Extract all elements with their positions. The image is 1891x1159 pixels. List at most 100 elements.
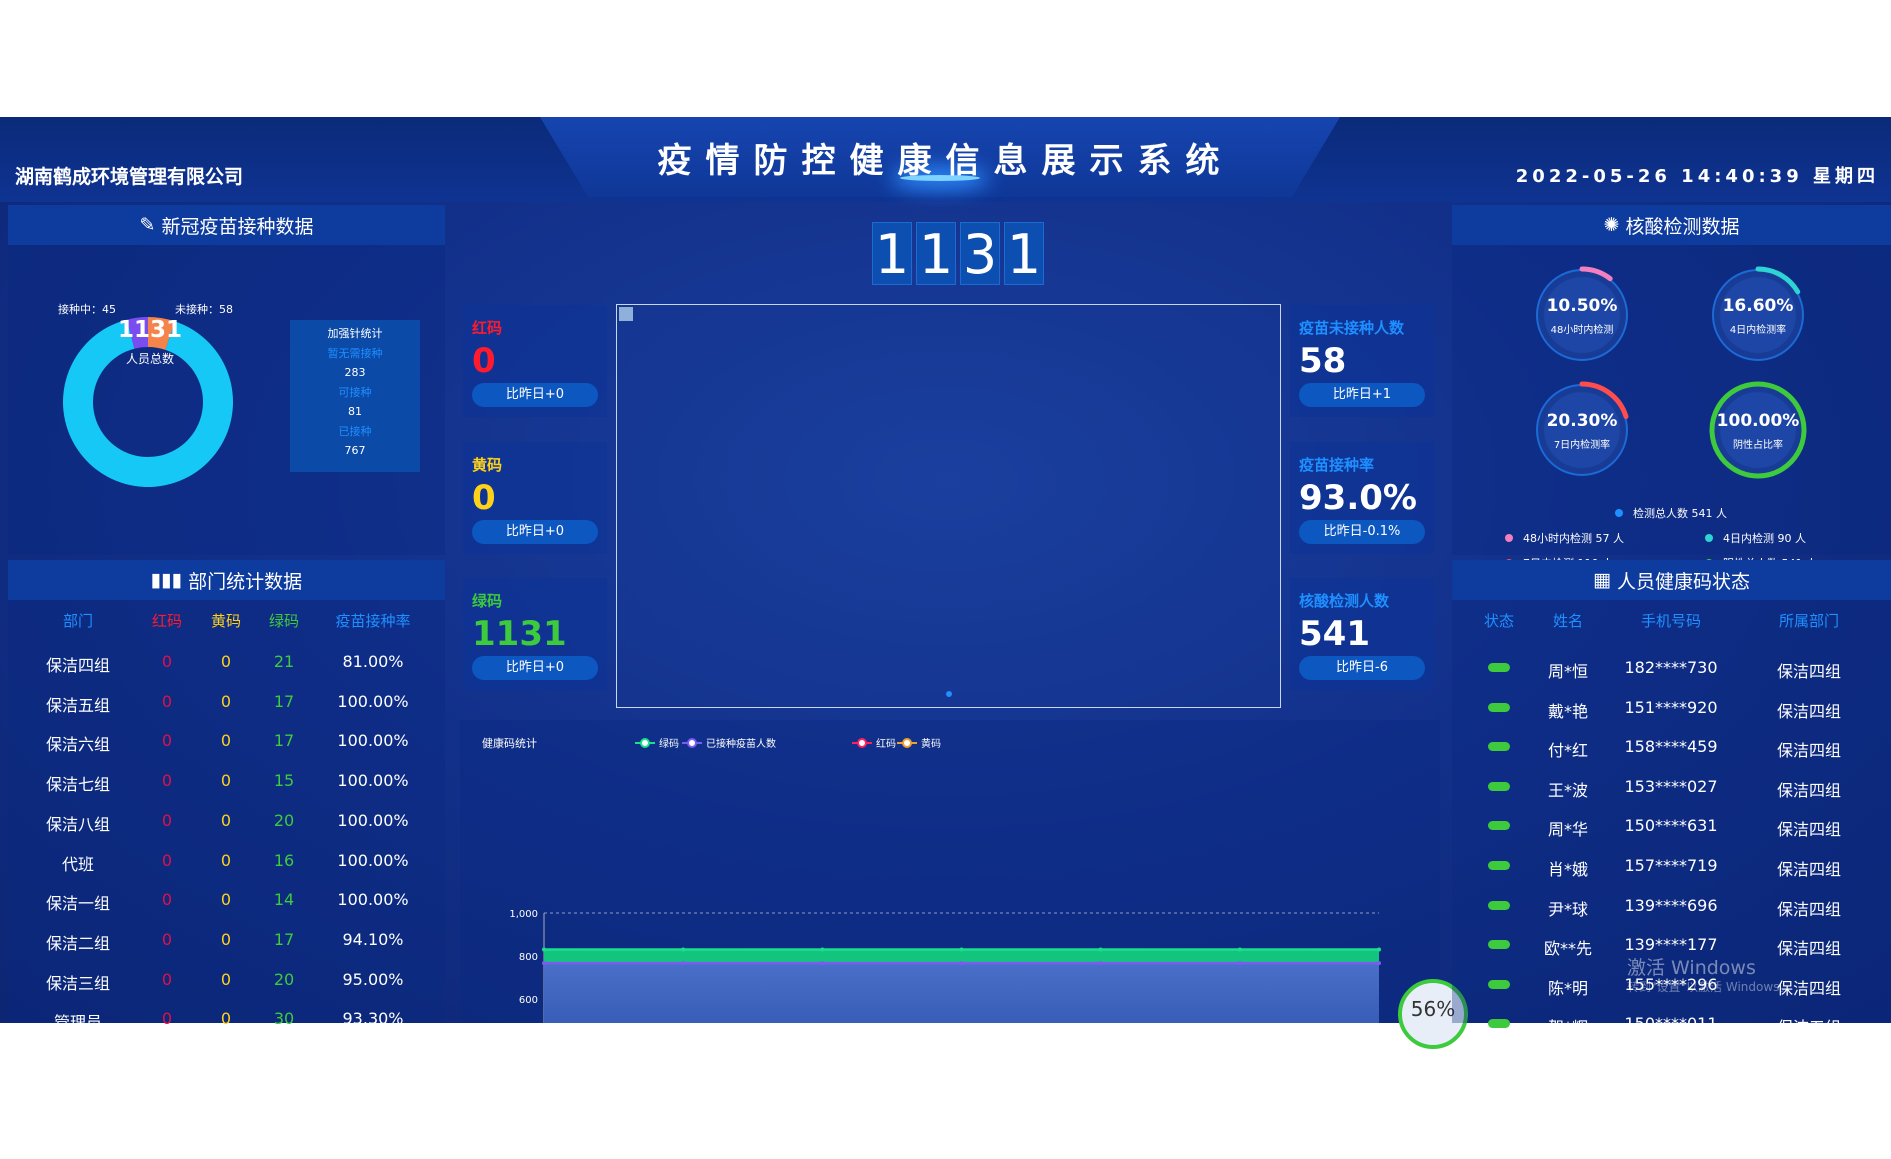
- donut-slice[interactable]: [126, 317, 148, 349]
- booster-label: 已接种: [338, 424, 372, 438]
- gauge-arc: [1579, 266, 1613, 282]
- table-row: 王*波 153****027 保洁四组: [1452, 777, 1891, 817]
- data-point[interactable]: [542, 961, 546, 966]
- dashboard: 疫情防控健康信息展示系统 湖南鹤成环境管理有限公司 2022-05-26 14:…: [0, 117, 1891, 1143]
- panel-header: ▦ 人员健康码状态: [1452, 560, 1891, 600]
- windows-watermark: 激活 Windows: [1627, 957, 1756, 979]
- table-row: 管理员 0 0 30 93.30%: [8, 1009, 445, 1049]
- green-status-pill: [1488, 821, 1510, 831]
- nucleic-panel: ✺ 核酸检测数据 10.50% 48小时内检测 16.60% 4日内检测率 20.30% 7…: [1452, 205, 1891, 570]
- table-cell: 158****459: [1624, 737, 1718, 757]
- legend-marker[interactable]: [857, 738, 867, 748]
- legend-marker[interactable]: [687, 738, 697, 748]
- table-row: 欧**先 139****177 保洁四组: [1452, 935, 1891, 975]
- table-cell: 保洁六组: [45, 735, 111, 755]
- legend-item: 4日内检测 90 人: [1705, 530, 1806, 546]
- legend-label[interactable]: 红码: [876, 737, 896, 750]
- legend-label[interactable]: 绿码: [659, 737, 679, 750]
- panel-header: ▮▮▮ 部门统计数据: [8, 560, 445, 600]
- legend-marker[interactable]: [902, 738, 912, 748]
- table-cell: 周*华: [1547, 820, 1589, 840]
- table-cell: 保洁四组: [1776, 860, 1842, 879]
- col-header: 所属部门: [1778, 612, 1840, 630]
- table-cell: 0: [220, 969, 232, 989]
- table-row: 保洁一组 0 0 14 100.00%: [8, 890, 445, 930]
- data-point[interactable]: [820, 961, 825, 966]
- stat-value: 93.0%: [1299, 477, 1417, 518]
- legend-label[interactable]: 黄码: [921, 737, 941, 750]
- table-cell: 100.00%: [337, 810, 409, 830]
- stat-label: 绿码: [472, 592, 503, 610]
- legend-item: 检测总人数 541 人: [1615, 505, 1727, 521]
- table-cell: 管理员: [53, 1013, 103, 1033]
- table-cell: 保洁二组: [45, 933, 111, 953]
- table-cell: 肖*娥: [1547, 860, 1589, 879]
- broken-image-icon: [619, 307, 633, 321]
- table-cell: 153****027: [1624, 776, 1718, 796]
- data-point[interactable]: [681, 961, 686, 966]
- table-row: 戴*艳 151****920 保洁四组: [1452, 698, 1891, 738]
- progress-widget[interactable]: 56%: [1398, 979, 1468, 1049]
- data-point[interactable]: [820, 947, 825, 952]
- table-cell: 0: [161, 652, 173, 671]
- data-point[interactable]: [1377, 947, 1381, 952]
- donut-slice[interactable]: [148, 317, 175, 350]
- video-frame[interactable]: [616, 304, 1281, 708]
- table-cell: 保洁八组: [45, 814, 111, 834]
- data-point[interactable]: [542, 947, 546, 952]
- green-status-pill: [1488, 742, 1510, 752]
- gauge-label: 48小时内检测: [1550, 325, 1614, 336]
- data-point[interactable]: [1098, 947, 1103, 952]
- data-point[interactable]: [1237, 961, 1242, 966]
- table-cell: 保洁四组: [1776, 978, 1842, 998]
- health-code-chart: 健康码统计绿码已接种疫苗人数红码黄码02004006008001,0002022…: [482, 736, 1408, 1143]
- gauge-ring: 20.30% 7日内检测率: [1536, 381, 1629, 476]
- legend-label: 4日内检测: [1723, 532, 1774, 545]
- green-status-pill: [1488, 781, 1510, 791]
- table-cell: 陈*明: [1547, 978, 1589, 998]
- table-cell: 0: [161, 810, 173, 830]
- table-cell: 欧**先: [1543, 939, 1593, 959]
- col-header: 绿码: [268, 612, 300, 630]
- table-cell: 王*波: [1547, 780, 1589, 800]
- table-cell: 保洁四组: [1776, 741, 1842, 761]
- legend-label: 48小时内检测: [1523, 532, 1592, 545]
- data-point[interactable]: [681, 947, 686, 952]
- counter-digit: 3: [960, 222, 1000, 286]
- stat-value: 541: [1299, 614, 1370, 654]
- table-cell: 139****177: [1624, 935, 1718, 955]
- gauge-arc: [1579, 381, 1629, 420]
- series-area-green: [544, 949, 1379, 964]
- bar-chart-icon: ▮▮▮: [150, 569, 183, 591]
- legend-label: 检测总人数: [1633, 507, 1688, 520]
- legend-marker[interactable]: [640, 738, 650, 748]
- vaccine-panel: ✎新冠疫苗接种数据 接种中：45未接种：58已接种:1028未接种已接种接种中 …: [8, 205, 445, 555]
- col-header: 姓名: [1552, 612, 1584, 630]
- stat-card: 疫苗未接种人数 58 比昨日+1: [1290, 305, 1434, 417]
- table-cell: 保洁四组: [45, 656, 111, 675]
- stat-card: 黄码 0 比昨日+0: [463, 441, 607, 554]
- panel-header: ✺ 核酸检测数据: [1452, 205, 1891, 245]
- donut-slice[interactable]: [63, 319, 234, 487]
- carousel-dot[interactable]: [946, 691, 952, 697]
- green-status-pill: [1488, 1019, 1510, 1029]
- data-point[interactable]: [1098, 961, 1103, 966]
- table-cell: 17: [273, 731, 295, 751]
- data-point[interactable]: [959, 961, 964, 966]
- green-status-pill: [1488, 861, 1510, 870]
- table-cell: 139****696: [1624, 895, 1718, 915]
- table-cell: 0: [220, 850, 232, 870]
- data-point[interactable]: [1377, 961, 1381, 966]
- health-panel: ▦ 人员健康码状态 状态 姓名 手机号码 所属部门 周*恒 182****730 保洁…: [1452, 560, 1891, 1037]
- data-point[interactable]: [1237, 947, 1242, 952]
- counter-digit: 1: [872, 222, 912, 286]
- table-cell: 保洁五组: [1776, 1018, 1842, 1038]
- col-header: 黄码: [210, 612, 242, 630]
- legend-label[interactable]: 已接种疫苗人数: [706, 737, 776, 750]
- table-row: 付*红 158****459 保洁四组: [1452, 737, 1891, 777]
- green-status-pill: [1488, 702, 1510, 712]
- table-cell: 0: [220, 652, 232, 671]
- data-point[interactable]: [959, 947, 964, 952]
- booster-label: 可接种: [338, 385, 372, 399]
- table-cell: 157****719: [1624, 856, 1718, 875]
